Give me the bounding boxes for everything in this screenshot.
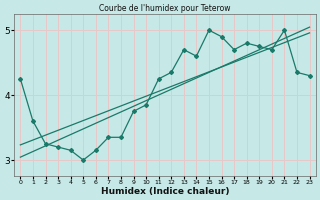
X-axis label: Humidex (Indice chaleur): Humidex (Indice chaleur)	[101, 187, 229, 196]
Title: Courbe de l'humidex pour Teterow: Courbe de l'humidex pour Teterow	[99, 4, 231, 13]
